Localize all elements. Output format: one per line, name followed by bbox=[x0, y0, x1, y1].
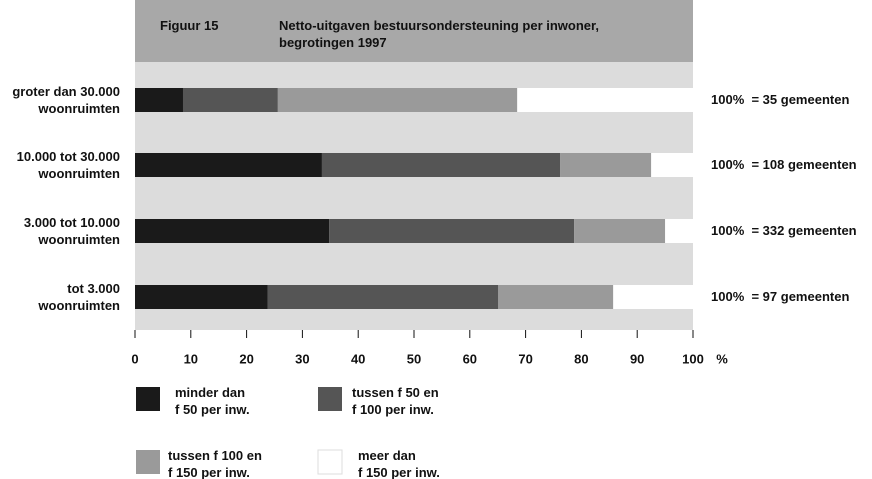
y-tick-label: 3.000 tot 10.000 woonruimten bbox=[23, 215, 120, 247]
row-annotation: 100% = 97 gemeenten bbox=[711, 289, 850, 304]
bar-segment bbox=[182, 88, 278, 112]
bar-segment bbox=[321, 153, 561, 177]
legend-swatch bbox=[318, 387, 342, 411]
x-tick-label: 10 bbox=[184, 351, 198, 366]
bar-segment bbox=[135, 285, 268, 309]
x-tick-label: 40 bbox=[351, 351, 365, 366]
legend-label: tussen f 100 en f 150 per inw. bbox=[168, 448, 262, 479]
x-tick-label: 30 bbox=[295, 351, 309, 366]
x-tick-label: 90 bbox=[630, 351, 644, 366]
bar-segment bbox=[135, 219, 330, 243]
bar-segment bbox=[498, 285, 614, 309]
x-tick-label: 60 bbox=[463, 351, 477, 366]
legend-swatch bbox=[136, 450, 160, 474]
x-tick-label: 0 bbox=[131, 351, 138, 366]
legend-swatch bbox=[317, 449, 343, 475]
bar-segment bbox=[613, 285, 693, 309]
x-tick-label: 70 bbox=[518, 351, 532, 366]
y-tick-label: tot 3.000 woonruimten bbox=[38, 281, 120, 313]
x-unit: % bbox=[716, 351, 728, 366]
bar-segment bbox=[135, 153, 322, 177]
bar-segment bbox=[277, 88, 518, 112]
bar-segment bbox=[560, 153, 652, 177]
row-annotation: 100% = 108 gemeenten bbox=[711, 157, 857, 172]
x-tick-label: 20 bbox=[239, 351, 253, 366]
chart-title: Netto-uitgaven bestuursondersteuning per… bbox=[279, 18, 599, 50]
bar-segment bbox=[329, 219, 575, 243]
x-tick-label: 80 bbox=[574, 351, 588, 366]
y-tick-label: groter dan 30.000 woonruimten bbox=[12, 84, 120, 116]
bar-segment bbox=[651, 153, 693, 177]
bar-segment bbox=[574, 219, 666, 243]
bar-segment bbox=[665, 219, 693, 243]
row-annotation: 100% = 35 gemeenten bbox=[711, 92, 850, 107]
legend-label: meer dan f 150 per inw. bbox=[358, 448, 440, 479]
row-annotation: 100% = 332 gemeenten bbox=[711, 223, 857, 238]
bar-segment bbox=[135, 88, 183, 112]
legend-swatch bbox=[136, 387, 160, 411]
x-tick-label: 100 bbox=[682, 351, 704, 366]
figure-label: Figuur 15 bbox=[160, 18, 219, 33]
y-tick-label: 10.000 tot 30.000 woonruimten bbox=[16, 149, 120, 181]
legend-label: tussen f 50 en f 100 per inw. bbox=[352, 385, 439, 417]
bar-segment bbox=[267, 285, 499, 309]
header-band bbox=[135, 0, 693, 62]
x-tick-label: 50 bbox=[407, 351, 421, 366]
legend-label: minder dan f 50 per inw. bbox=[175, 385, 250, 417]
bar-segment bbox=[517, 88, 693, 112]
